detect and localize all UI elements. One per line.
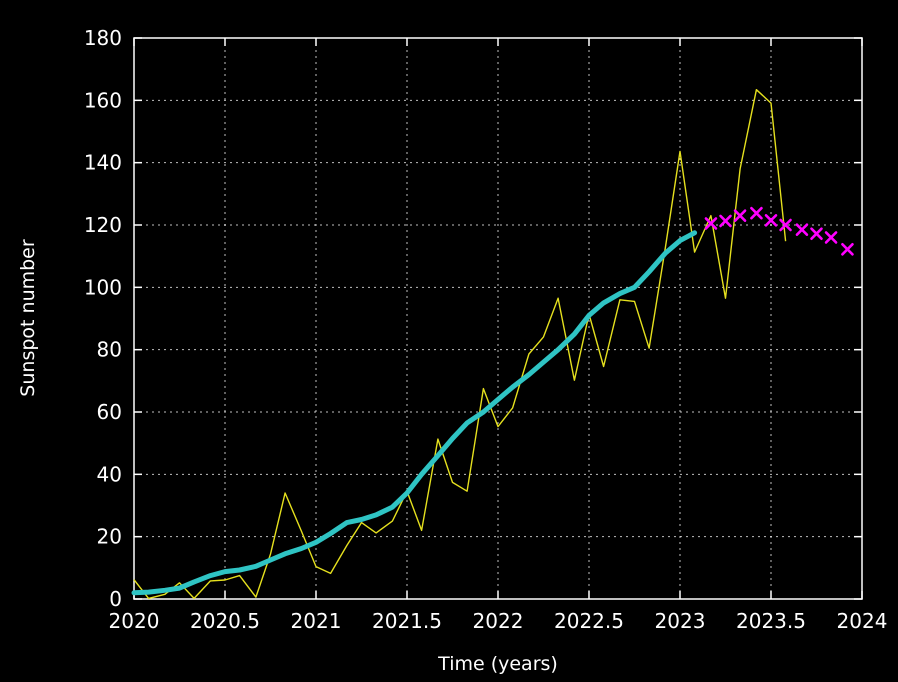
y-tick-label: 140: [84, 151, 122, 175]
predicted-point-marker: [719, 214, 732, 228]
x-tick-label: 2023: [655, 609, 706, 633]
y-tick-label: 100: [84, 275, 122, 299]
predicted-point-marker: [841, 243, 854, 256]
smoothed-sunspot-line: [131, 230, 698, 596]
x-tick-label: 2021: [291, 609, 342, 633]
x-tick-label: 2022.5: [554, 609, 624, 633]
predicted-point-marker: [733, 209, 747, 222]
monthly-sunspot-line: [133, 88, 787, 600]
y-tick-label: 40: [97, 462, 122, 486]
series: [131, 88, 854, 600]
predicted-point-marker: [779, 218, 792, 232]
predicted-point-marker: [824, 231, 838, 244]
y-tick-labels: 0 20 40 60 80 100 120 140 160 180: [84, 26, 122, 611]
x-tick-label: 2020.5: [190, 609, 260, 633]
grid: [134, 38, 862, 599]
y-tick-label: 160: [84, 88, 122, 112]
predicted-point-marker: [764, 214, 778, 227]
x-tick-labels: 2020 2020.5 2021 2021.5 2022 2022.5 2023 2023.5…: [109, 609, 888, 633]
x-tick-label: 2020: [109, 609, 160, 633]
y-tick-label: 180: [84, 26, 122, 50]
x-tick-label: 2022: [473, 609, 524, 633]
predicted-point-marker: [810, 227, 823, 241]
y-tick-label: 120: [84, 213, 122, 237]
x-tick-label: 2023.5: [736, 609, 806, 633]
x-tick-label: 2024: [837, 609, 888, 633]
x-axis-title: Time (years): [437, 653, 558, 675]
ticks: [133, 37, 863, 600]
y-tick-label: 0: [109, 587, 122, 611]
y-tick-label: 60: [97, 400, 122, 424]
y-tick-label: 20: [97, 525, 122, 549]
x-tick-label: 2021.5: [372, 609, 442, 633]
predicted-point-marker: [795, 223, 809, 236]
y-tick-label: 80: [97, 338, 122, 362]
predicted-point-marker: [704, 217, 718, 230]
y-axis-title: Sunspot number: [17, 239, 39, 397]
predicted-point-marker: [750, 206, 763, 220]
